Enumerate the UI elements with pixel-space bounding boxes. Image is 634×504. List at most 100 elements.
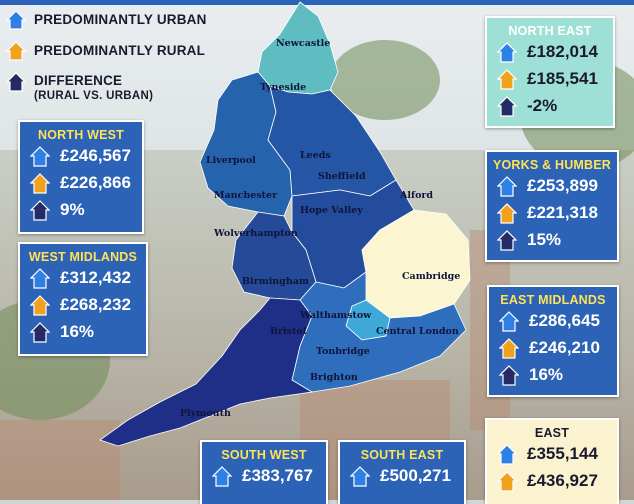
urban-price: £246,567: [60, 145, 131, 165]
urban-row: £383,767: [202, 462, 326, 489]
difference-percent: 16%: [60, 321, 95, 341]
legend-urban: PREDOMINANTLY URBAN: [6, 10, 207, 30]
city-label-walthamstow: Walthamstow: [300, 310, 372, 321]
city-label-liverpool: Liverpool: [206, 155, 256, 166]
region-title: EAST MIDLANDS: [500, 293, 606, 307]
region-box-west-midlands: WEST MIDLANDS £312,432 £268,232 16%: [18, 242, 148, 356]
house-urban-icon: [497, 443, 517, 465]
house-difference-icon: [497, 95, 517, 117]
urban-price: £312,432: [60, 267, 131, 287]
house-rural-icon: [30, 172, 50, 194]
legend-difference-label: DIFFERENCE: [34, 73, 123, 88]
city-label-tyneside: Tyneside: [260, 82, 307, 93]
rural-price: £226,866: [60, 172, 131, 192]
urban-row: £253,899: [487, 172, 617, 199]
region-title: NORTH WEST: [37, 128, 125, 142]
house-urban-icon: [499, 310, 519, 332]
legend-difference-sublabel: (RURAL VS. URBAN): [34, 90, 154, 102]
map-legend: PREDOMINANTLY URBAN PREDOMINANTLY RURAL …: [6, 10, 207, 113]
house-rural-icon: [6, 41, 26, 61]
region-title: WEST MIDLANDS: [28, 250, 138, 264]
city-label-hope-valley: Hope Valley: [300, 205, 363, 216]
difference-row: 9%: [20, 196, 142, 223]
house-difference-icon: [497, 229, 517, 251]
urban-price: £383,767: [242, 465, 313, 485]
region-box-east: EAST £355,144 £436,927: [485, 418, 619, 504]
house-urban-icon: [30, 145, 50, 167]
difference-row: -2%: [487, 92, 613, 119]
region-box-south-east: SOUTH EAST £500,271: [338, 440, 466, 504]
rural-price: £436,927: [527, 470, 598, 490]
city-label-plymouth: Plymouth: [180, 408, 231, 419]
urban-price: £182,014: [527, 41, 598, 61]
region-box-east-midlands: EAST MIDLANDS £286,645 £246,210 16%: [487, 285, 619, 397]
difference-percent: 16%: [529, 364, 564, 384]
city-label-sheffield: Sheffield: [318, 171, 366, 182]
rural-price: £268,232: [60, 294, 131, 314]
background-tree: [330, 40, 440, 120]
house-difference-icon: [30, 321, 50, 343]
rural-row: £268,232: [20, 291, 146, 318]
urban-row: £246,567: [20, 142, 142, 169]
urban-row: £355,144: [487, 440, 617, 467]
city-label-alford: Alford: [400, 190, 434, 201]
rural-row: £221,318: [487, 199, 617, 226]
legend-urban-label: PREDOMINANTLY URBAN: [34, 12, 207, 27]
city-label-brighton: Brighton: [310, 372, 358, 383]
region-box-yorks-humber: YORKS & HUMBER £253,899 £221,318 15%: [485, 150, 619, 262]
urban-price: £253,899: [527, 175, 598, 195]
urban-row: £312,432: [20, 264, 146, 291]
region-title: EAST: [534, 426, 570, 440]
rural-row: £185,541: [487, 65, 613, 92]
city-label-manchester: Manchester: [214, 190, 278, 201]
house-rural-icon: [497, 202, 517, 224]
region-title: SOUTH WEST: [221, 448, 307, 462]
city-label-cambridge: Cambridge: [402, 271, 461, 282]
urban-row: £500,271: [340, 462, 464, 489]
house-urban-icon: [6, 10, 26, 30]
city-label-tonbridge: Tonbridge: [316, 346, 370, 357]
house-urban-icon: [497, 41, 517, 63]
rural-price: £221,318: [527, 202, 598, 222]
rural-row: £436,927: [487, 467, 617, 494]
city-label-birmingham: Birmingham: [242, 276, 309, 287]
house-urban-icon: [497, 175, 517, 197]
house-rural-icon: [497, 68, 517, 90]
difference-row: 16%: [20, 318, 146, 345]
house-rural-icon: [30, 294, 50, 316]
house-urban-icon: [30, 267, 50, 289]
house-rural-icon: [499, 337, 519, 359]
region-title: YORKS & HUMBER: [492, 158, 612, 172]
rural-row: £246,210: [489, 334, 617, 361]
legend-rural: PREDOMINANTLY RURAL: [6, 41, 207, 61]
house-difference-icon: [6, 72, 26, 92]
house-difference-icon: [499, 364, 519, 386]
background-car: [0, 420, 120, 500]
rural-price: £185,541: [527, 68, 598, 88]
rural-price: £246,210: [529, 337, 600, 357]
top-accent-bar: [0, 0, 634, 5]
region-south-west: [99, 297, 314, 447]
legend-rural-label: PREDOMINANTLY RURAL: [34, 43, 206, 58]
region-box-north-east: NORTH EAST £182,014 £185,541 -2%: [485, 16, 615, 128]
region-box-south-west: SOUTH WEST £383,767: [200, 440, 328, 504]
city-label-leeds: Leeds: [300, 150, 331, 161]
difference-row: 16%: [489, 361, 617, 388]
difference-percent: 9%: [60, 199, 85, 219]
difference-row: 15%: [487, 226, 617, 253]
city-label-central-london: Central London: [376, 326, 459, 337]
house-rural-icon: [497, 470, 517, 492]
urban-price: £355,144: [527, 443, 598, 463]
urban-price: £500,271: [380, 465, 451, 485]
city-label-bristol: Bristol: [270, 326, 307, 337]
region-title: NORTH EAST: [508, 24, 592, 38]
urban-price: £286,645: [529, 310, 600, 330]
region-box-north-west: NORTH WEST £246,567 £226,866 9%: [18, 120, 144, 234]
rural-row: £226,866: [20, 169, 142, 196]
house-urban-icon: [212, 465, 232, 487]
house-urban-icon: [350, 465, 370, 487]
region-title: SOUTH EAST: [360, 448, 444, 462]
legend-difference: DIFFERENCE (RURAL VS. URBAN): [6, 72, 207, 102]
urban-row: £182,014: [487, 38, 613, 65]
